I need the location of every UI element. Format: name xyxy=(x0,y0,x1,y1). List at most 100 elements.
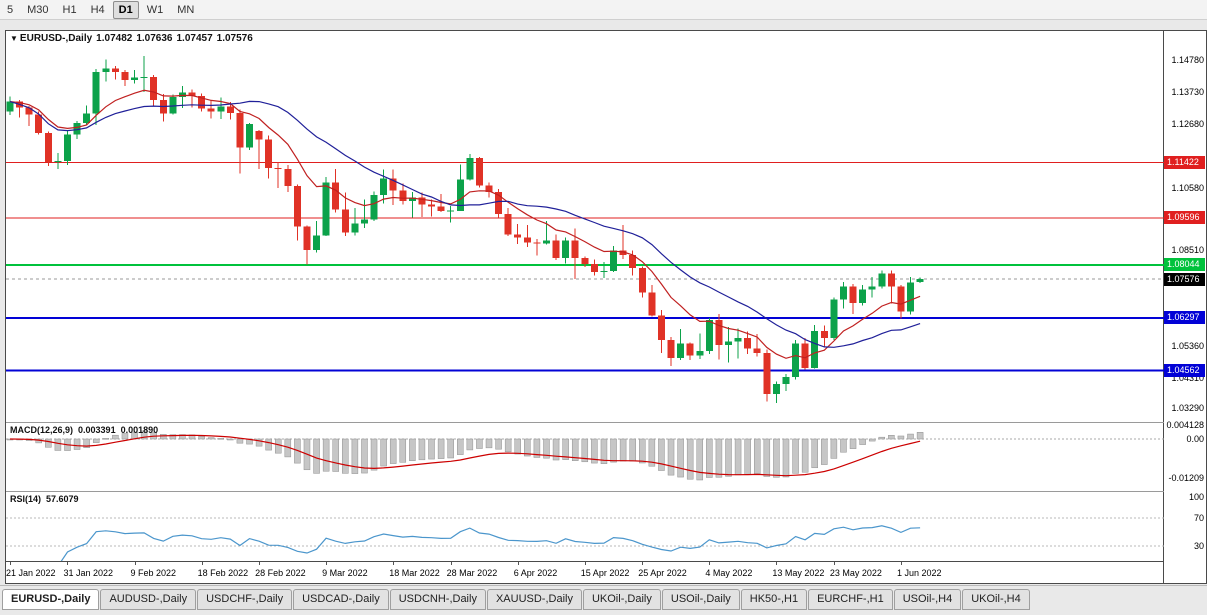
macd-signal-value: 0.001890 xyxy=(120,425,159,435)
chart-tab-USDCNH-,Daily[interactable]: USDCNH-,Daily xyxy=(389,589,486,610)
chart-tab-EURUSD-,Daily[interactable]: EURUSD-,Daily xyxy=(2,589,100,610)
candle-body xyxy=(485,185,493,192)
macd-histogram-bar xyxy=(140,430,148,440)
candle-body xyxy=(35,114,43,134)
candle-body xyxy=(447,210,455,212)
macd-histogram-bar xyxy=(227,438,234,441)
macd-histogram-bar xyxy=(169,434,177,440)
date-label: 31 Jan 2022 xyxy=(63,568,114,578)
date-axis[interactable]: 21 Jan 2022 31 Jan 2022 9 Feb 2022 18 Feb 2… xyxy=(6,561,1163,583)
candle-body xyxy=(131,77,139,80)
macd-histogram-bar xyxy=(342,438,349,474)
chart-tab-UKOil-,H4[interactable]: UKOil-,H4 xyxy=(962,589,1030,610)
candle-body xyxy=(274,167,282,170)
chart-tab-USOil-,H4[interactable]: USOil-,H4 xyxy=(893,589,962,610)
rsi-indicator-label: RSI(14) 57.6079 xyxy=(10,494,84,504)
price-axis[interactable]: 1.14780 1.13730 1.12680 1.10580 1.08510 1.053… xyxy=(1164,31,1206,583)
candle-body xyxy=(514,234,522,238)
chart-window: ▼ EURUSD-,Daily 1.07482 1.07636 1.07457 1.075… xyxy=(5,30,1207,584)
chart-tab-XAUUSD-,Daily[interactable]: XAUUSD-,Daily xyxy=(486,589,582,610)
macd-histogram-bar xyxy=(409,438,416,461)
symbol-title: EURUSD-,Daily xyxy=(19,33,93,44)
price-axis-label: 1.05360 xyxy=(1171,340,1204,351)
chart-tab-HK50-,H1[interactable]: HK50-,H1 xyxy=(740,589,808,610)
price-axis-label: 1.12680 xyxy=(1171,119,1204,130)
candle-body xyxy=(63,134,71,161)
price-badge-1.09596: 1.09596 xyxy=(1164,211,1205,225)
chart-tab-USOil-,Daily[interactable]: USOil-,Daily xyxy=(661,589,740,610)
price-axis-label: 1.08510 xyxy=(1171,245,1204,256)
candle-body xyxy=(380,178,388,196)
candle-body xyxy=(284,169,292,187)
macd-histogram-bar xyxy=(801,438,809,473)
macd-histogram-bar xyxy=(504,438,512,453)
candle-body xyxy=(638,268,646,293)
candle-body xyxy=(456,179,464,211)
chart-canvas[interactable] xyxy=(6,31,1164,561)
price-axis-label: 1.14780 xyxy=(1171,55,1204,66)
chart-tab-AUDUSD-,Daily[interactable]: AUDUSD-,Daily xyxy=(100,589,197,610)
date-label: 9 Feb 2022 xyxy=(130,568,177,578)
macd-histogram-bar xyxy=(54,438,62,451)
candle-body xyxy=(897,286,905,312)
candle-body xyxy=(495,191,503,215)
macd-histogram-bar xyxy=(696,438,704,481)
candle-body xyxy=(341,209,349,233)
chart-plot-area[interactable]: ▼ EURUSD-,Daily 1.07482 1.07636 1.07457 1.075… xyxy=(6,31,1164,583)
timeframe-button-W1[interactable]: W1 xyxy=(146,3,164,16)
timeframe-button-D1[interactable]: D1 xyxy=(112,0,139,19)
candle-body xyxy=(466,158,474,180)
date-tick xyxy=(67,562,69,565)
chart-tab-USDCAD-,Daily[interactable]: USDCAD-,Daily xyxy=(293,589,389,610)
candle-body xyxy=(820,330,828,339)
rsi-panel[interactable] xyxy=(6,517,1164,561)
candle-body xyxy=(360,219,368,224)
macd-histogram-bar xyxy=(830,438,838,459)
ohlc-close: 1.07576 xyxy=(216,33,253,44)
date-tick xyxy=(259,562,261,565)
price-badge-1.11422: 1.11422 xyxy=(1164,156,1205,170)
timeframe-button-5[interactable]: 5 xyxy=(7,3,14,16)
timeframe-button-MN[interactable]: MN xyxy=(177,3,195,16)
macd-histogram-bar xyxy=(821,438,828,465)
chart-tab-UKOil-,Daily[interactable]: UKOil-,Daily xyxy=(582,589,661,610)
main-price-panel[interactable] xyxy=(6,55,1164,403)
date-label: 13 May 2022 xyxy=(772,568,825,578)
symbol-dropdown-icon[interactable]: ▼ xyxy=(10,34,18,43)
macd-histogram-bar xyxy=(600,438,608,464)
macd-histogram-bar xyxy=(399,438,407,463)
ohlc-low: 1.07457 xyxy=(176,33,213,44)
price-badge-1.06297: 1.06297 xyxy=(1164,311,1205,325)
candle-body xyxy=(207,108,215,112)
candle-body xyxy=(763,352,771,394)
timeframe-button-H4[interactable]: H4 xyxy=(90,3,105,16)
date-tick xyxy=(517,562,519,565)
macd-histogram-bar xyxy=(782,438,790,478)
timeframe-button-H1[interactable]: H1 xyxy=(62,3,77,16)
date-label: 4 May 2022 xyxy=(705,568,753,578)
candle-body xyxy=(178,92,186,98)
candle-body xyxy=(83,113,91,124)
chart-tab-EURCHF-,H1[interactable]: EURCHF-,H1 xyxy=(808,589,893,610)
macd-histogram-bar xyxy=(562,438,569,460)
date-label: 25 Apr 2022 xyxy=(638,568,687,578)
macd-histogram-bar xyxy=(629,438,636,462)
macd-histogram-bar xyxy=(792,438,799,474)
candle-body xyxy=(313,235,321,250)
macd-histogram-bar xyxy=(389,438,397,464)
candle-body xyxy=(322,182,330,236)
macd-indicator-label: MACD(12,26,9) 0.003391 0.001890 xyxy=(10,425,163,435)
macd-histogram-bar xyxy=(753,438,761,474)
candle-body xyxy=(389,178,397,191)
macd-histogram-bar xyxy=(351,438,359,474)
timeframe-button-M30[interactable]: M30 xyxy=(27,3,49,16)
date-tick xyxy=(776,562,778,565)
macd-panel[interactable] xyxy=(6,430,1164,481)
candle-body xyxy=(303,226,311,250)
candle-body xyxy=(868,286,876,290)
macd-histogram-bar xyxy=(102,438,110,440)
macd-histogram-bar xyxy=(160,434,167,440)
macd-name: MACD(12,26,9) xyxy=(10,425,74,435)
candle-body xyxy=(169,97,177,114)
chart-tab-USDCHF-,Daily[interactable]: USDCHF-,Daily xyxy=(197,589,293,610)
